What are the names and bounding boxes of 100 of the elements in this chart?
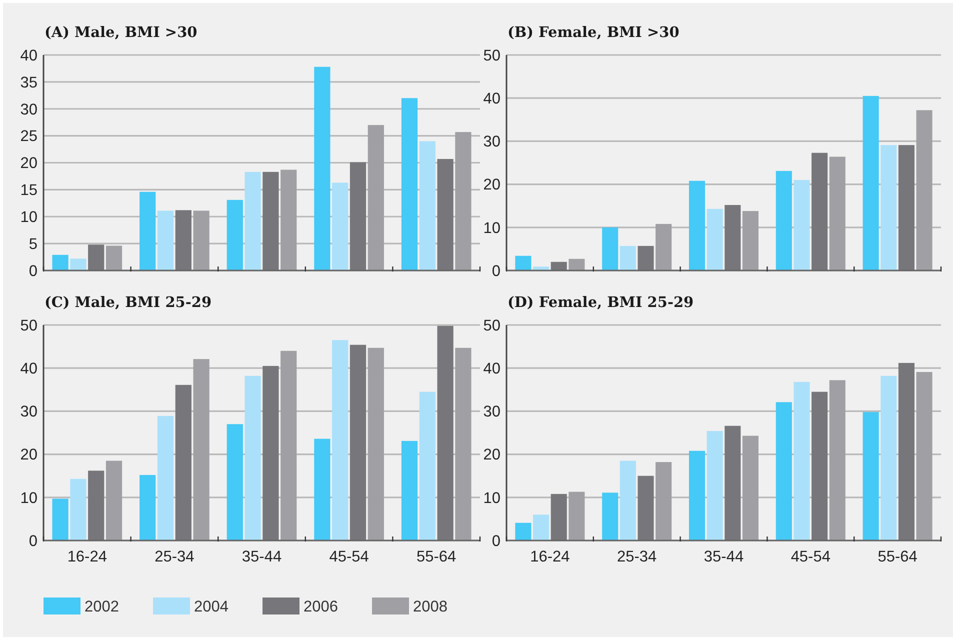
y-tick-label: 25 [20, 128, 38, 146]
bar [880, 376, 897, 540]
y-tick-label: 10 [20, 209, 38, 226]
bar [656, 224, 672, 270]
bar [602, 492, 618, 540]
bar [455, 132, 472, 270]
bar [226, 424, 243, 540]
bar [706, 431, 723, 540]
bar [862, 412, 879, 540]
y-tick-label: 40 [20, 360, 38, 378]
bar [812, 152, 828, 270]
bar [350, 344, 366, 540]
bar [688, 450, 706, 540]
bar [157, 210, 174, 270]
y-tick-label: 0 [28, 262, 38, 280]
y-tick-label: 40 [483, 360, 501, 378]
bar [568, 492, 585, 540]
y-tick-label: 30 [483, 404, 501, 421]
y-tick-label: 30 [20, 101, 38, 118]
bar [332, 182, 348, 270]
bar [280, 170, 297, 270]
bar [140, 192, 156, 270]
bar [515, 522, 532, 540]
y-tick-label: 10 [483, 220, 501, 237]
y-tick-label: 0 [492, 532, 501, 550]
bar [157, 416, 174, 540]
y-tick-label: 10 [483, 490, 501, 507]
bar [776, 402, 792, 540]
legend-label: 2008 [413, 598, 448, 616]
bar [437, 158, 454, 270]
x-tick-label: 16-24 [67, 548, 108, 566]
bar [314, 66, 330, 270]
bar [244, 376, 261, 540]
chart-title: (B) Female, BMI >30 [508, 24, 680, 41]
y-tick-label: 0 [492, 262, 501, 280]
bar [515, 256, 532, 270]
chart-title: (A) Male, BMI >30 [44, 24, 198, 41]
y-tick-label: 30 [20, 404, 38, 421]
bar [262, 366, 279, 540]
bar [88, 244, 104, 270]
bar [106, 460, 122, 540]
bar [455, 348, 472, 540]
bar [862, 96, 879, 270]
bar [550, 494, 567, 540]
x-tick-label: 16-24 [530, 548, 570, 566]
bar [368, 125, 384, 270]
bar [437, 326, 454, 540]
legend-label: 2002 [84, 598, 119, 616]
bar [70, 258, 86, 270]
bar [368, 348, 384, 540]
bar [898, 145, 914, 270]
bar [688, 180, 706, 270]
bar [829, 380, 846, 540]
bar [175, 210, 192, 270]
bar [401, 98, 418, 270]
x-tick-label: 25-34 [154, 548, 195, 566]
y-tick-label: 50 [483, 47, 501, 64]
bar [533, 266, 550, 270]
bar [401, 440, 418, 540]
x-tick-label: 25-34 [617, 548, 658, 566]
bar [226, 200, 243, 270]
bar [656, 462, 672, 540]
legend-label: 2004 [194, 598, 229, 616]
y-tick-label: 50 [483, 317, 501, 334]
bar [350, 162, 366, 270]
bar [638, 246, 654, 270]
bar [332, 340, 348, 540]
x-tick-label: 45-54 [329, 548, 370, 566]
bar [419, 141, 436, 270]
legend-label: 2006 [304, 598, 338, 616]
bar [568, 258, 585, 270]
bar [916, 110, 932, 270]
x-tick-label: 45-54 [790, 548, 831, 566]
x-tick-label: 35-44 [704, 548, 744, 566]
bar [602, 227, 618, 270]
bar [742, 211, 759, 270]
bar [280, 350, 297, 540]
bar [829, 156, 846, 270]
y-tick-label: 35 [20, 74, 38, 92]
bar [620, 460, 636, 540]
bar [880, 145, 897, 270]
bar [193, 359, 210, 540]
chart-title: (D) Female, BMI 25-29 [508, 294, 694, 311]
y-tick-label: 40 [483, 90, 501, 108]
y-tick-label: 0 [28, 532, 38, 550]
y-tick-label: 5 [28, 236, 38, 253]
y-tick-label: 50 [20, 317, 38, 334]
y-tick-label: 20 [483, 446, 501, 464]
y-tick-label: 30 [483, 134, 501, 151]
bar [916, 372, 932, 540]
bar [193, 210, 210, 270]
x-tick-label: 35-44 [242, 548, 282, 566]
bar [262, 172, 279, 270]
bar [314, 438, 330, 540]
bar [724, 204, 741, 270]
bar [533, 514, 550, 540]
y-tick-label: 10 [20, 490, 38, 507]
bar [742, 436, 759, 540]
bar [88, 470, 104, 540]
bar [106, 246, 122, 270]
